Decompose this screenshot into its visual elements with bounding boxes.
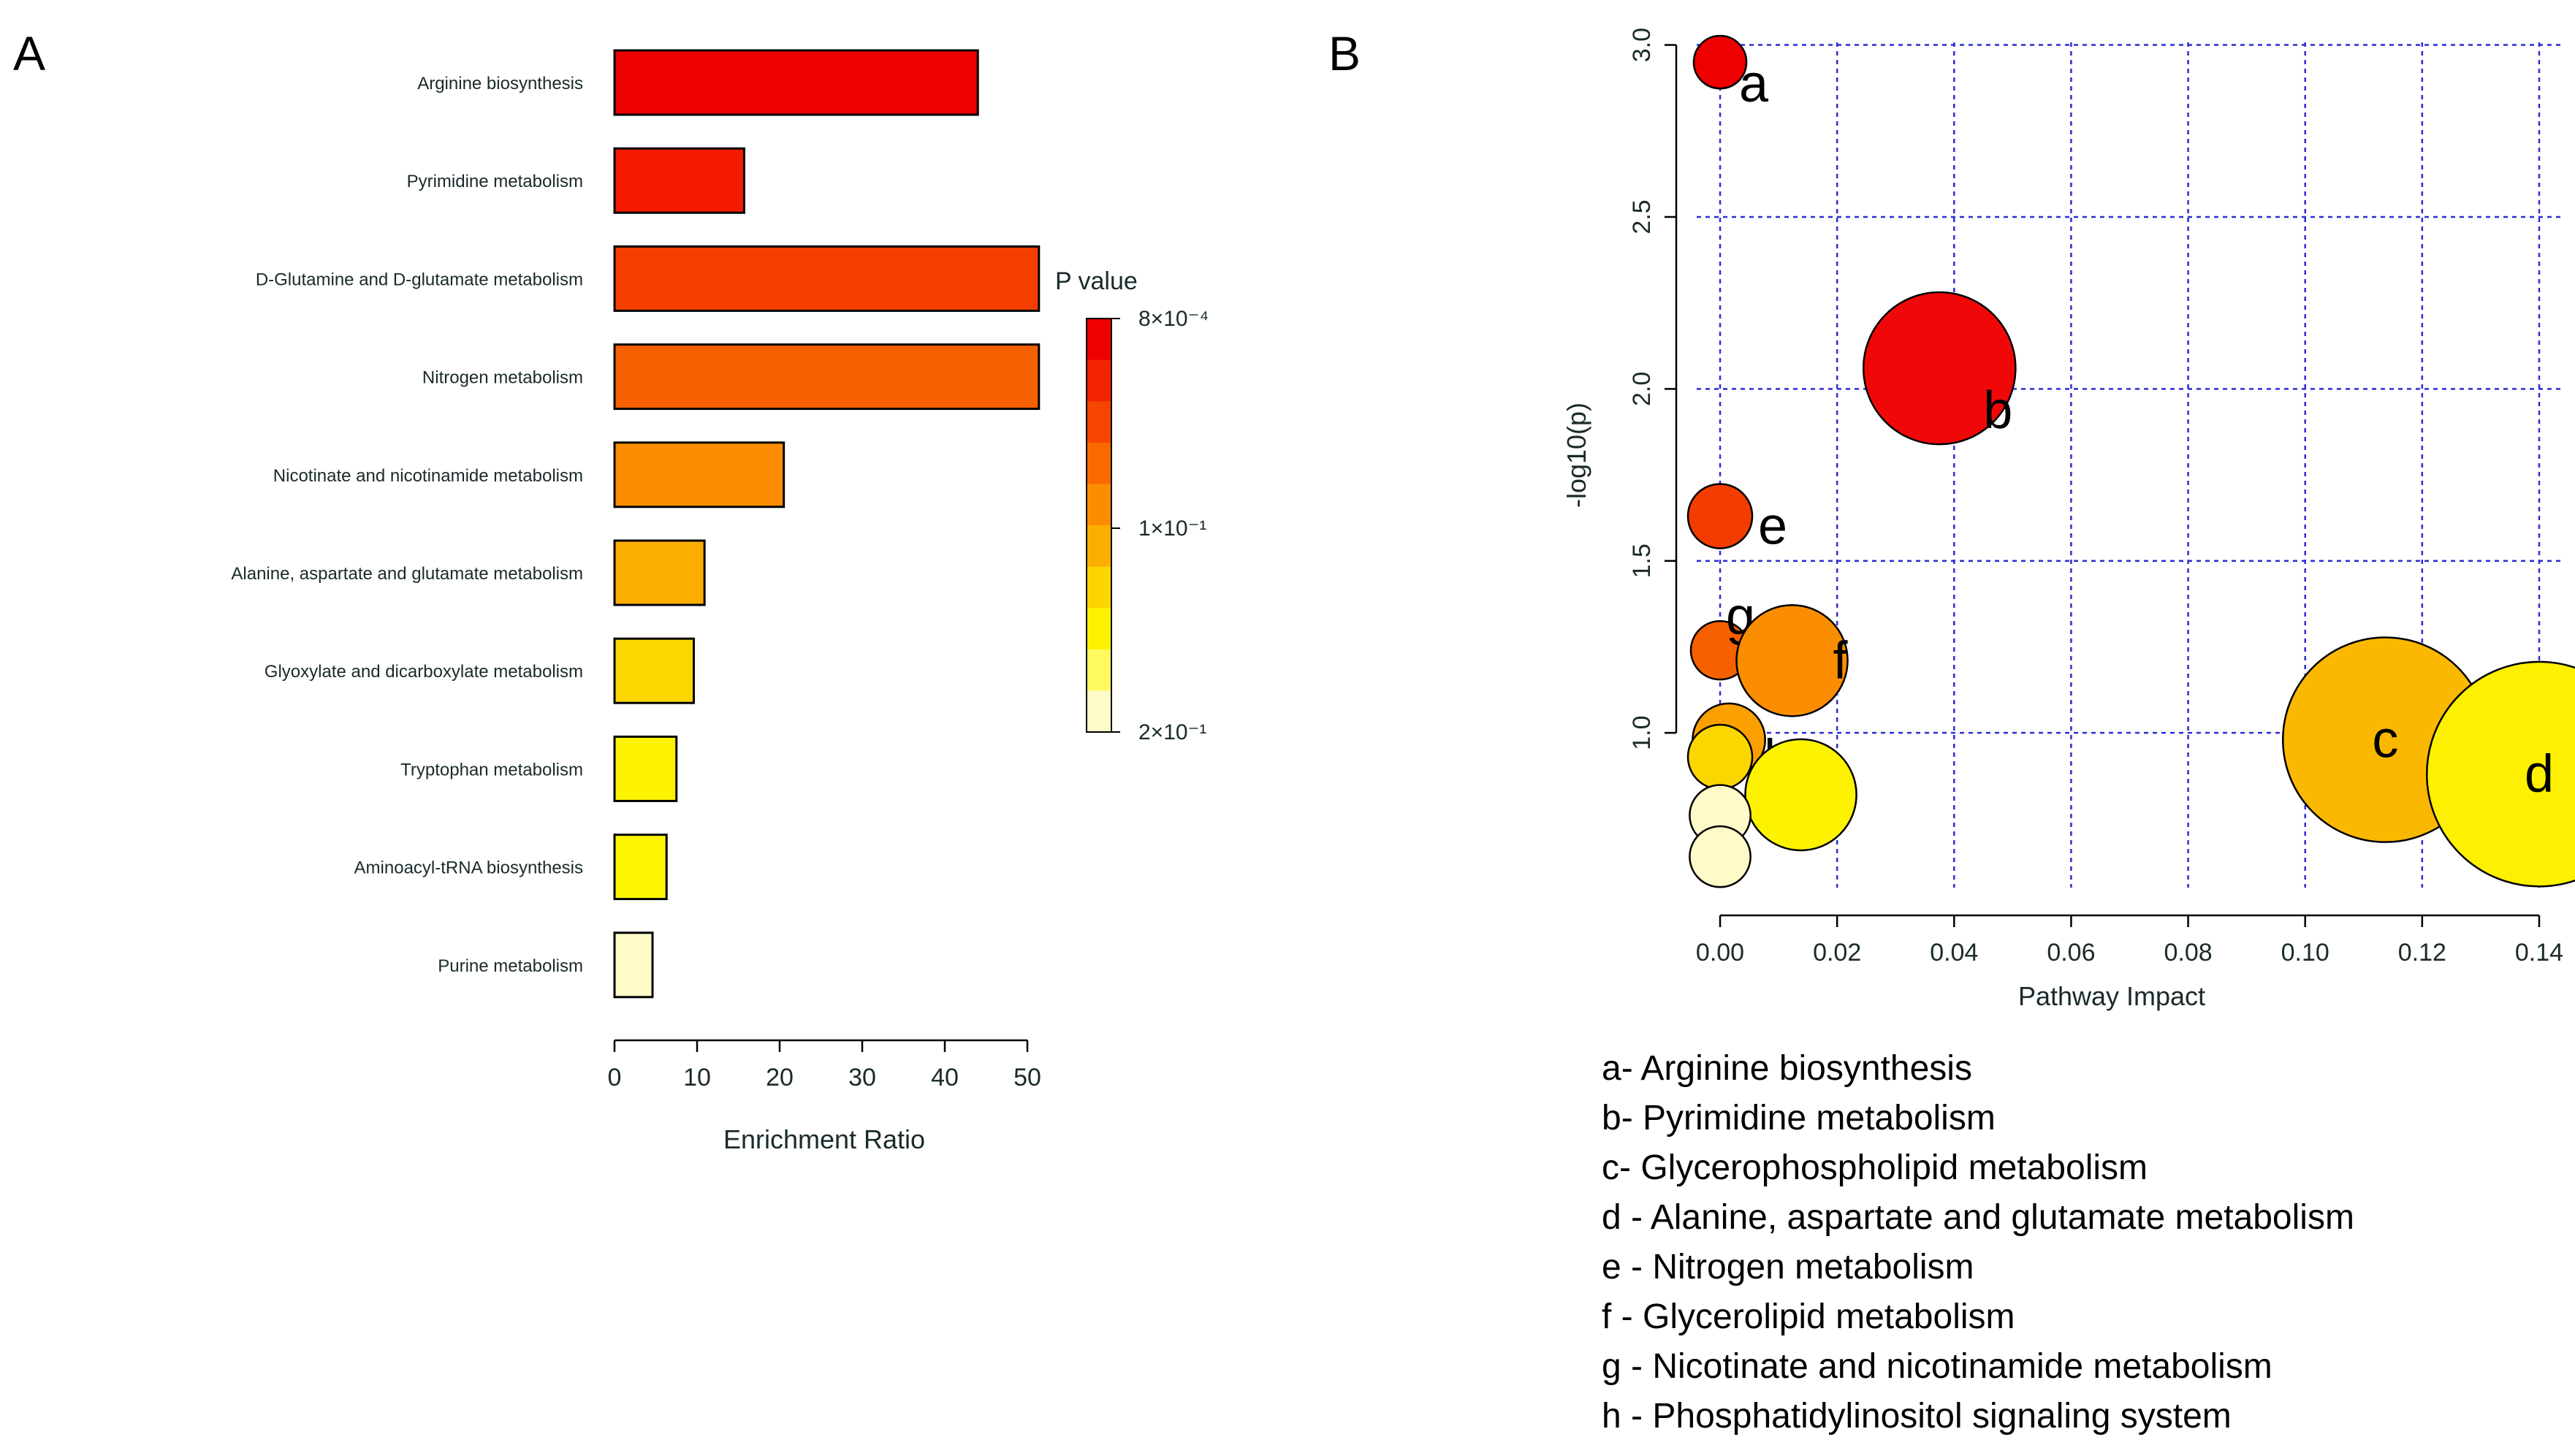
key-item: e - Nitrogen metabolism <box>1602 1248 1974 1287</box>
legend-frame <box>1086 318 1112 733</box>
data-point <box>1862 291 2017 446</box>
category-label: Alanine, aspartate and glutamate metabol… <box>231 564 583 584</box>
y-tick-label: 3.0 <box>1628 28 1656 62</box>
legend-swatch <box>1087 484 1111 526</box>
x-tick-label: 0.14 <box>2515 939 2563 967</box>
legend-swatch <box>1087 649 1111 691</box>
data-point <box>1692 34 1748 90</box>
data-point <box>1686 483 1754 549</box>
point-label: e <box>1758 498 1787 556</box>
x-tick-label: 50 <box>1013 1064 1041 1091</box>
x-tick-label: 0.00 <box>1696 939 1744 967</box>
legend-tick-label: 1×10⁻¹ <box>1138 517 1206 541</box>
legend-swatch <box>1087 442 1111 484</box>
legend-swatch <box>1087 401 1111 443</box>
key-item: b- Pyrimidine metabolism <box>1602 1099 1996 1137</box>
data-point <box>1686 723 1754 790</box>
y-tick-label: 2.0 <box>1628 372 1656 406</box>
x-tick-label: 20 <box>766 1064 794 1091</box>
x-tick-label: 0 <box>608 1064 622 1091</box>
point-label: f <box>1833 631 1849 690</box>
legend-tick-label: 8×10⁻⁴ <box>1138 307 1209 331</box>
key-item: c- Glycerophospholipid metabolism <box>1602 1148 2148 1187</box>
legend-swatch <box>1087 566 1111 609</box>
key-item: a- Arginine biosynthesis <box>1602 1049 1972 1088</box>
category-label: D-Glutamine and D-glutamate metabolism <box>256 270 583 289</box>
bar <box>613 539 706 606</box>
bar <box>613 931 654 999</box>
bar <box>613 49 979 116</box>
y-tick-label: 1.0 <box>1628 716 1656 750</box>
bar <box>613 834 668 901</box>
key-item: d - Alanine, aspartate and glutamate met… <box>1602 1198 2354 1237</box>
x-tick-label: 10 <box>683 1064 711 1091</box>
category-label: Pyrimidine metabolism <box>407 172 583 191</box>
x-tick-label: 0.02 <box>1813 939 1861 967</box>
bar <box>613 441 786 508</box>
legend-swatch <box>1087 319 1111 361</box>
key-item: g - Nicotinate and nicotinamide metaboli… <box>1602 1347 2272 1386</box>
point-label: c <box>2372 711 2398 769</box>
data-point <box>1744 738 1857 852</box>
category-label: Arginine biosynthesis <box>417 74 583 94</box>
bar <box>613 637 695 704</box>
y-tick-label: 1.5 <box>1628 544 1656 578</box>
legend-tick-label: 2×10⁻¹ <box>1138 720 1206 744</box>
data-point <box>1689 825 1751 888</box>
point-label: b <box>1983 381 2012 440</box>
key-item: f - Glycerolipid metabolism <box>1602 1297 2015 1336</box>
x-axis-title: Pathway Impact <box>2018 981 2205 1011</box>
pathway-impact-scatter: 0.00 0.02 0.04 0.06 0.08 0.10 0.12 0.14 1.0 1.5 2.… <box>1562 28 2575 1011</box>
x-tick-label: 0.04 <box>1930 939 1978 967</box>
enrichment-bar-chart: Arginine biosynthesis Pyrimidine metaboli… <box>231 49 1041 1154</box>
point-label: a <box>1739 55 1769 113</box>
bar <box>613 343 1041 411</box>
pathway-key: a- Arginine biosynthesis b- Pyrimidine me… <box>1602 1049 2354 1436</box>
x-tick-label: 0.10 <box>2281 939 2329 967</box>
bar <box>613 735 678 802</box>
legend-swatch <box>1087 359 1111 402</box>
legend-swatch <box>1087 525 1111 568</box>
x-tick-label: 0.08 <box>2164 939 2212 967</box>
key-item: h - Phosphatidylinositol signaling syste… <box>1602 1397 2232 1436</box>
bar <box>613 147 745 214</box>
point-label: d <box>2525 745 2554 804</box>
x-tick-label: 30 <box>848 1064 876 1091</box>
y-tick-label: 2.5 <box>1628 199 1656 234</box>
y-axis-title: -log10(p) <box>1562 403 1591 508</box>
panel-b-label: B <box>1328 26 1361 80</box>
data-point <box>2426 660 2575 888</box>
category-label: Glyoxylate and dicarboxylate metabolism <box>265 662 583 682</box>
category-label: Nitrogen metabolism <box>422 368 583 388</box>
category-label: Aminoacyl-tRNA biosynthesis <box>354 858 583 878</box>
category-label: Nicotinate and nicotinamide metabolism <box>273 466 583 486</box>
panel-a-label: A <box>13 26 45 80</box>
x-tick-label: 40 <box>931 1064 959 1091</box>
x-axis-title: Enrichment Ratio <box>723 1124 925 1154</box>
x-tick-label: 0.12 <box>2398 939 2446 967</box>
legend-title: P value <box>1055 267 1138 295</box>
x-tick-label: 0.06 <box>2047 939 2095 967</box>
category-label: Purine metabolism <box>438 956 583 976</box>
category-label: Tryptophan metabolism <box>400 760 583 780</box>
bar <box>613 245 1041 312</box>
data-point <box>1735 603 1849 717</box>
legend-swatch <box>1087 690 1111 733</box>
legend-swatch <box>1087 608 1111 650</box>
